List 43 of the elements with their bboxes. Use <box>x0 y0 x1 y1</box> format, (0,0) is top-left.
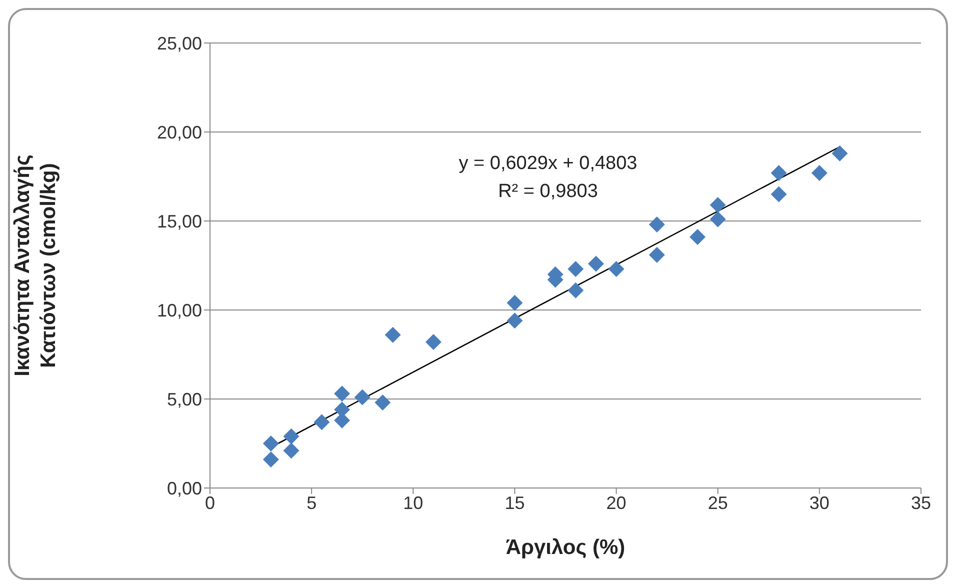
y-tick-label: 0,00 <box>166 478 202 498</box>
point <box>588 256 604 272</box>
x-tick-label: 25 <box>708 492 728 513</box>
point <box>710 211 726 228</box>
y-tick-label: 5,00 <box>166 389 202 410</box>
point <box>425 334 442 350</box>
point <box>374 394 391 411</box>
point <box>568 282 584 298</box>
y-tick-label: 20,00 <box>156 122 202 142</box>
point <box>384 326 401 343</box>
y-tick-label: 25,00 <box>156 33 202 54</box>
y-tick-label: 15,00 <box>156 211 202 232</box>
point <box>506 312 523 329</box>
x-tick-label: 15 <box>504 492 525 513</box>
annotation: R² = 0,9803 <box>497 180 599 204</box>
point <box>770 164 787 181</box>
point <box>262 436 279 452</box>
point <box>262 452 279 468</box>
point <box>506 294 523 311</box>
point <box>648 246 665 263</box>
annotation: y = 0,6029x + 0,4803 <box>458 152 638 176</box>
x-tick-label: 20 <box>606 492 626 513</box>
point <box>690 229 706 246</box>
point <box>648 216 665 233</box>
x-tick-label: 30 <box>809 492 830 513</box>
point <box>811 164 828 181</box>
point <box>770 186 787 202</box>
x-tick-label: 35 <box>910 492 932 513</box>
point <box>832 145 848 162</box>
y-tick-label: 10,00 <box>156 300 202 320</box>
y-axis-title: Ικανότητα Ανταλλαγής Κατιόντων (cmol/kg) <box>11 154 60 376</box>
x-tick-label: 0 <box>204 492 216 513</box>
point <box>710 196 726 213</box>
point <box>334 386 350 402</box>
point <box>608 261 624 278</box>
x-tick-label: 10 <box>403 492 424 513</box>
point <box>314 414 330 430</box>
point <box>283 428 300 444</box>
point <box>283 442 300 459</box>
x-tick-label: 5 <box>306 492 317 513</box>
point <box>568 261 584 278</box>
x-axis-title: Άργιλος (%) <box>506 536 626 559</box>
point <box>354 389 370 406</box>
